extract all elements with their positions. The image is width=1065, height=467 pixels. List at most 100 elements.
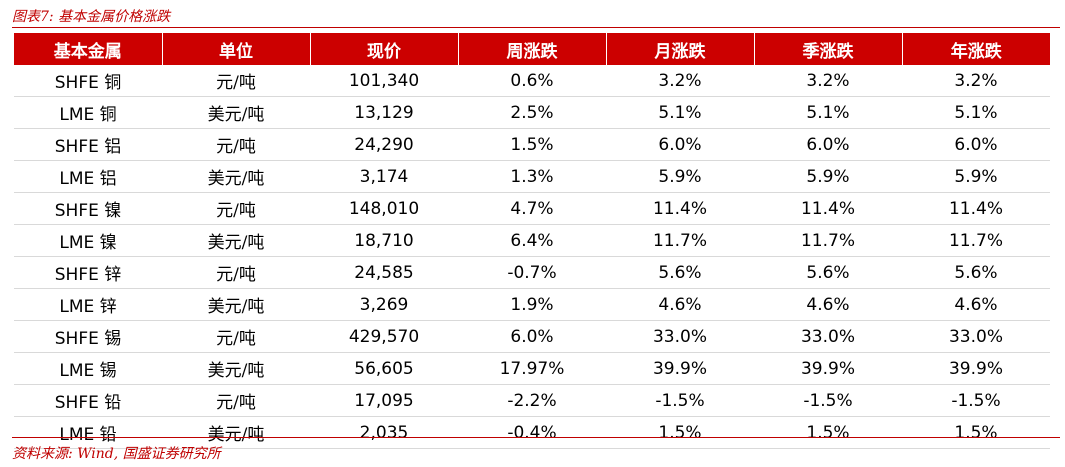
- cell-price: 3,269: [359, 294, 409, 315]
- table-row: LME 镍 美元/吨 18,710 6.4% 11.7% 11.7% 11.7%: [14, 225, 1050, 257]
- cell-week-change: 0.6%: [510, 70, 554, 91]
- table-row: LME 锡 美元/吨 56,605 17.97% 39.9% 39.9% 39.9%: [14, 353, 1050, 385]
- cell-month-change: 5.9%: [658, 166, 702, 187]
- cell-year-change: 11.7%: [948, 230, 1003, 251]
- cell-quarter-change: 1.5%: [806, 422, 850, 443]
- header-week-change: 周涨跌: [458, 33, 607, 65]
- cell-month-change: 39.9%: [652, 358, 707, 379]
- header-year-change: 年涨跌: [902, 33, 1050, 65]
- cell-quarter-change: 39.9%: [800, 358, 855, 379]
- cell-month-change: 4.6%: [658, 294, 702, 315]
- bottom-divider: [12, 437, 1060, 438]
- cell-unit: 元/吨: [216, 393, 256, 413]
- cell-year-change: 4.6%: [954, 294, 998, 315]
- cell-metal: SHFE 铝: [54, 137, 122, 157]
- cell-unit: 美元/吨: [207, 169, 265, 189]
- table-row: LME 锌 美元/吨 3,269 1.9% 4.6% 4.6% 4.6%: [14, 289, 1050, 321]
- cell-year-change: 5.9%: [954, 166, 998, 187]
- cell-week-change: 1.5%: [510, 134, 554, 155]
- cell-week-change: 4.7%: [510, 198, 554, 219]
- table-row: SHFE 锡 元/吨 429,570 6.0% 33.0% 33.0% 33.0%: [14, 321, 1050, 353]
- cell-quarter-change: 33.0%: [800, 326, 855, 347]
- cell-quarter-change: 5.1%: [806, 102, 850, 123]
- cell-month-change: -1.5%: [655, 390, 705, 411]
- metal-price-table: 基本金属 单位 现价 周涨跌 月涨跌 季涨跌 年涨跌 SHFE 铜元/吨 101,…: [14, 33, 1050, 449]
- table-row: LME 铝 美元/吨 3,174 1.3% 5.9% 5.9% 5.9%: [14, 161, 1050, 193]
- cell-metal: SHFE 锌: [54, 265, 122, 285]
- table-row: SHFE 锌 元/吨 24,585 -0.7% 5.6% 5.6% 5.6%: [14, 257, 1050, 289]
- cell-price: 18,710: [354, 230, 414, 251]
- cell-price: 429,570: [348, 326, 420, 347]
- cell-year-change: 11.4%: [948, 198, 1003, 219]
- source-note: 资料来源: Wind, 国盛证券研究所: [12, 446, 221, 462]
- cell-year-change: 33.0%: [948, 326, 1003, 347]
- table-header-row: 基本金属 单位 现价 周涨跌 月涨跌 季涨跌 年涨跌: [14, 33, 1050, 65]
- cell-unit: 元/吨: [216, 329, 256, 349]
- cell-week-change: 6.0%: [510, 326, 554, 347]
- header-month-change: 月涨跌: [606, 33, 755, 65]
- cell-quarter-change: 11.4%: [800, 198, 855, 219]
- cell-month-change: 6.0%: [658, 134, 702, 155]
- cell-metal: LME 锡: [59, 361, 117, 381]
- cell-price: 3,174: [359, 166, 409, 187]
- header-quarter-change: 季涨跌: [754, 33, 903, 65]
- cell-quarter-change: 5.9%: [806, 166, 850, 187]
- cell-metal: LME 铅: [59, 425, 117, 445]
- cell-year-change: -1.5%: [951, 390, 1001, 411]
- header-price: 现价: [310, 33, 459, 65]
- cell-quarter-change: 11.7%: [800, 230, 855, 251]
- cell-week-change: 17.97%: [499, 358, 565, 379]
- cell-week-change: -0.7%: [507, 262, 557, 283]
- table-row: SHFE 铝 元/吨 24,290 1.5% 6.0% 6.0% 6.0%: [14, 129, 1050, 161]
- cell-unit: 元/吨: [216, 137, 256, 157]
- cell-metal: SHFE 铅: [54, 393, 122, 413]
- cell-price: 24,585: [354, 262, 414, 283]
- table-row: SHFE 镍 元/吨 148,010 4.7% 11.4% 11.4% 11.4%: [14, 193, 1050, 225]
- cell-year-change: 3.2%: [954, 70, 998, 91]
- cell-price: 101,340: [348, 70, 420, 91]
- cell-month-change: 1.5%: [658, 422, 702, 443]
- cell-metal: SHFE 镍: [54, 201, 122, 221]
- cell-quarter-change: 5.6%: [806, 262, 850, 283]
- cell-month-change: 33.0%: [652, 326, 707, 347]
- cell-year-change: 1.5%: [954, 422, 998, 443]
- cell-quarter-change: 3.2%: [806, 70, 850, 91]
- cell-year-change: 6.0%: [954, 134, 998, 155]
- table-row: LME 铜 美元/吨 13,129 2.5% 5.1% 5.1% 5.1%: [14, 97, 1050, 129]
- cell-metal: LME 镍: [59, 233, 117, 253]
- cell-month-change: 3.2%: [658, 70, 702, 91]
- cell-unit: 元/吨: [216, 201, 256, 221]
- cell-year-change: 5.6%: [954, 262, 998, 283]
- cell-metal: SHFE 铜: [54, 73, 122, 93]
- cell-month-change: 5.6%: [658, 262, 702, 283]
- cell-month-change: 5.1%: [658, 102, 702, 123]
- cell-year-change: 5.1%: [954, 102, 998, 123]
- figure-caption: 图表7: 基本金属价格涨跌: [12, 9, 171, 25]
- cell-week-change: -0.4%: [507, 422, 557, 443]
- cell-metal: SHFE 锡: [54, 329, 122, 349]
- cell-price: 2,035: [359, 422, 409, 443]
- cell-unit: 美元/吨: [207, 105, 265, 125]
- cell-quarter-change: 6.0%: [806, 134, 850, 155]
- cell-week-change: 2.5%: [510, 102, 554, 123]
- cell-month-change: 11.7%: [652, 230, 707, 251]
- cell-week-change: 1.3%: [510, 166, 554, 187]
- cell-price: 24,290: [354, 134, 414, 155]
- cell-quarter-change: -1.5%: [803, 390, 853, 411]
- top-divider: [12, 27, 1060, 28]
- cell-week-change: 6.4%: [510, 230, 554, 251]
- cell-metal: LME 锌: [59, 297, 117, 317]
- cell-price: 148,010: [348, 198, 420, 219]
- cell-week-change: 1.9%: [510, 294, 554, 315]
- cell-price: 13,129: [354, 102, 414, 123]
- cell-unit: 元/吨: [216, 265, 256, 285]
- cell-price: 56,605: [354, 358, 414, 379]
- cell-unit: 元/吨: [216, 73, 256, 93]
- cell-quarter-change: 4.6%: [806, 294, 850, 315]
- cell-month-change: 11.4%: [652, 198, 707, 219]
- cell-unit: 美元/吨: [207, 233, 265, 253]
- cell-unit: 美元/吨: [207, 297, 265, 317]
- header-unit: 单位: [162, 33, 311, 65]
- cell-week-change: -2.2%: [507, 390, 557, 411]
- cell-metal: LME 铝: [59, 169, 117, 189]
